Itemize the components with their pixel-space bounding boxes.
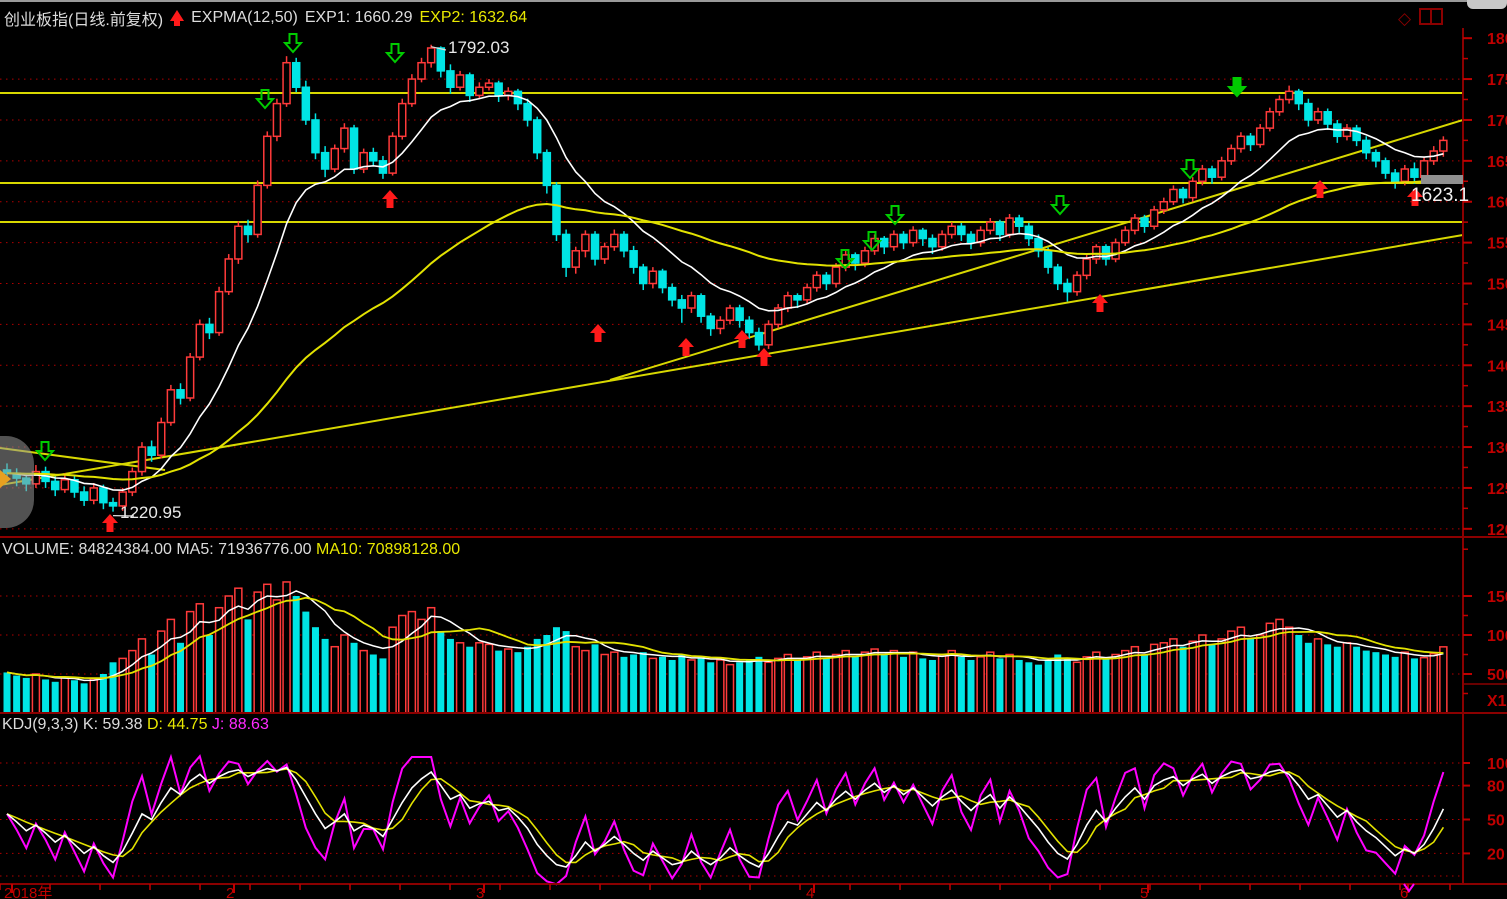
volume-panel[interactable] [0,581,1463,714]
exp2-value: EXP2: 1632.64 [419,9,528,26]
kdj-panel[interactable] [0,753,1463,886]
restore-window-icon[interactable] [1419,8,1444,30]
svg-text:1300: 1300 [1487,440,1507,457]
timeline-label: 5 [1140,885,1148,899]
svg-text:500: 500 [1487,667,1507,684]
svg-text:1700: 1700 [1487,113,1507,130]
kdj-j-value: J: 88.63 [211,716,269,733]
svg-text:1550: 1550 [1487,236,1507,253]
indicator-label[interactable]: EXPMA(12,50) [191,9,298,26]
volume-ma5-value: MA5: 71936776.00 [176,541,312,558]
main-panel[interactable] [0,33,1463,532]
svg-text:100: 100 [1487,756,1507,773]
svg-text:1650: 1650 [1487,154,1507,171]
volume-value[interactable]: VOLUME: 84824384.00 [2,541,172,558]
price-high-label: 1792.03 [448,38,510,57]
timeline-label: 2 [226,885,234,899]
kdj-d-value: D: 44.75 [146,716,208,733]
chart-title: 创业板指(日线.前复权) [4,12,164,29]
price-low-label: 1220.95 [120,503,182,522]
svg-text:20: 20 [1487,846,1505,863]
timeline-label: 6 [1400,885,1408,899]
svg-text:1000: 1000 [1487,628,1507,645]
volume-ma10-value: MA10: 70898128.00 [316,541,461,558]
window-top-edge [0,0,1507,2]
svg-text:1500: 1500 [1487,277,1507,294]
kdj-name[interactable]: KDJ(9,3,3) [2,716,79,733]
left-edge-arrow-icon[interactable] [0,470,11,488]
svg-text:1400: 1400 [1487,358,1507,375]
last-price-label: 1623.1 [1411,185,1470,206]
svg-text:1750: 1750 [1487,72,1507,89]
diamond-icon[interactable]: ◇ [1398,9,1412,28]
main-chart-header: 创业板指(日线.前复权) EXPMA(12,50) EXP1: 1660.29 … [4,6,527,30]
svg-text:1800: 1800 [1487,31,1507,48]
volume-header: VOLUME: 84824384.00 MA5: 71936776.00 MA1… [2,541,460,559]
timeline-label: 2018年 [4,885,52,899]
timeline-label: 3 [476,885,484,899]
window-controls: ◇ [1398,8,1444,30]
right-axis: 1800 1750 1700 1650 1600 1550 1500 1450 1400 1350… [0,28,1507,899]
svg-text:1500: 1500 [1487,589,1507,606]
svg-text:X1万: X1万 [1487,693,1507,710]
svg-text:1200: 1200 [1487,522,1507,539]
timeline-label: 4 [806,885,814,899]
top-right-scroll-stub[interactable] [1467,0,1507,9]
svg-text:80: 80 [1487,779,1505,796]
svg-text:50: 50 [1487,813,1505,830]
exp1-value: EXP1: 1660.29 [304,9,413,26]
svg-text:1250: 1250 [1487,481,1507,498]
last-price-marker [1421,175,1463,184]
svg-text:1350: 1350 [1487,399,1507,416]
up-arrow-icon [170,9,185,26]
kdj-header: KDJ(9,3,3) K: 59.38 D: 44.75 J: 88.63 [2,716,269,734]
svg-text:1600: 1600 [1487,195,1507,212]
kdj-k-value: K: 59.38 [82,716,143,733]
svg-text:1450: 1450 [1487,317,1507,334]
